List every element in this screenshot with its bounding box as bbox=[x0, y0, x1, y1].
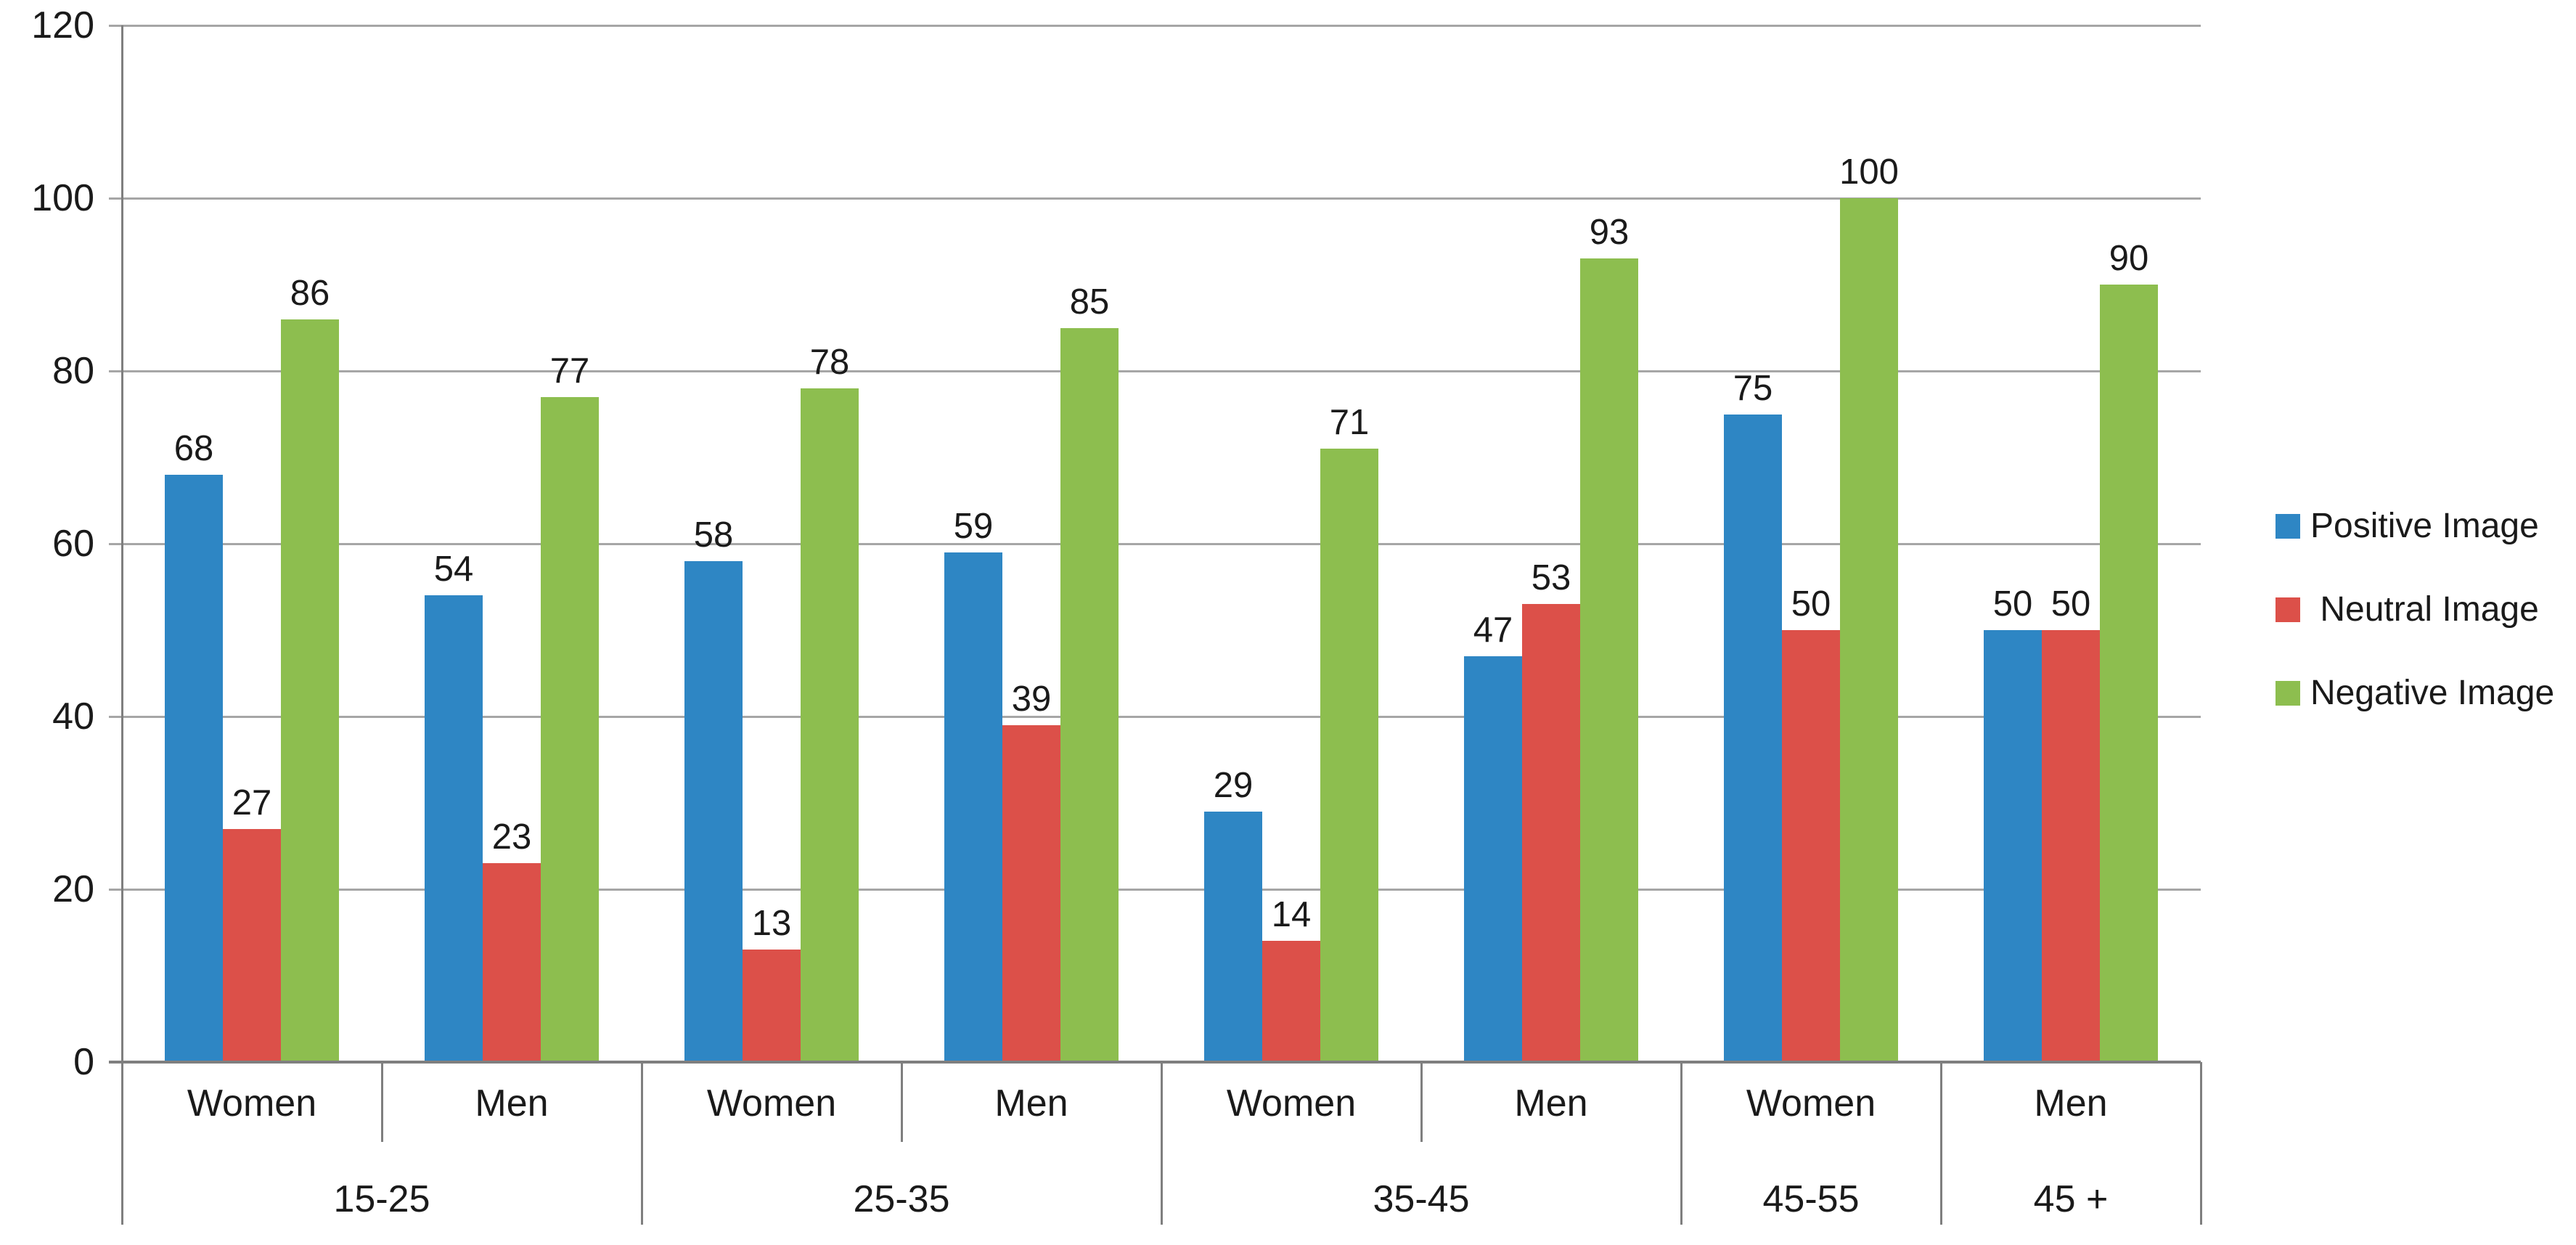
bar-positive-image bbox=[1984, 630, 2042, 1062]
bar-value-label: 23 bbox=[491, 817, 532, 857]
bar-value-label: 59 bbox=[953, 506, 994, 546]
gender-divider bbox=[1420, 1062, 1423, 1142]
bar-value-label: 93 bbox=[1589, 213, 1630, 253]
legend-label: Negative Image bbox=[2310, 674, 2555, 712]
gender-label: Women bbox=[1226, 1082, 1357, 1124]
x-axis-baseline bbox=[109, 1061, 2201, 1064]
bar-value-label: 85 bbox=[1069, 282, 1110, 322]
bar-value-label: 100 bbox=[1839, 152, 1899, 192]
y-tick-label: 100 bbox=[31, 177, 94, 219]
bar-value-label: 50 bbox=[2050, 584, 2091, 624]
bar-value-label: 77 bbox=[549, 351, 590, 391]
bar-negative-image bbox=[2100, 285, 2158, 1062]
gender-label: Women bbox=[1746, 1082, 1876, 1124]
bar-positive-image bbox=[165, 474, 223, 1062]
bar-positive-image bbox=[944, 552, 1002, 1062]
bar-neutral-image bbox=[1782, 630, 1840, 1062]
bar-neutral-image bbox=[743, 950, 801, 1062]
gender-label: Men bbox=[1514, 1082, 1588, 1124]
bar-positive-image bbox=[425, 595, 483, 1062]
bar-value-label: 71 bbox=[1329, 403, 1370, 443]
legend-item: Negative Image bbox=[2276, 673, 2554, 714]
bar-value-label: 86 bbox=[290, 273, 330, 313]
y-axis-line bbox=[121, 25, 123, 1225]
age-group-label: 25-35 bbox=[853, 1178, 950, 1220]
age-group-divider bbox=[1680, 1062, 1682, 1225]
legend-item: Neutral Image bbox=[2276, 589, 2539, 630]
gender-label: Women bbox=[706, 1082, 837, 1124]
y-gridline bbox=[109, 370, 2201, 372]
bar-negative-image bbox=[1320, 449, 1378, 1062]
bar-value-label: 75 bbox=[1733, 368, 1773, 408]
age-group-label: 15-25 bbox=[333, 1178, 430, 1220]
bar-value-label: 14 bbox=[1271, 895, 1312, 935]
age-group-label: 45 + bbox=[2033, 1178, 2109, 1220]
age-group-divider bbox=[1161, 1062, 1163, 1225]
bar-positive-image bbox=[684, 560, 743, 1062]
bar-value-label: 50 bbox=[1791, 584, 1831, 624]
bar-negative-image bbox=[1840, 198, 1898, 1062]
bar-value-label: 68 bbox=[173, 428, 214, 468]
bar-positive-image bbox=[1464, 656, 1522, 1062]
bar-value-label: 47 bbox=[1473, 610, 1513, 650]
bar-neutral-image bbox=[1522, 604, 1580, 1062]
bar-negative-image bbox=[1580, 258, 1638, 1062]
bar-value-label: 78 bbox=[809, 342, 850, 382]
y-tick-label: 20 bbox=[52, 868, 94, 910]
bar-neutral-image bbox=[483, 863, 541, 1062]
y-tick-label: 120 bbox=[31, 4, 94, 46]
legend-swatch bbox=[2276, 681, 2300, 706]
y-tick-label: 0 bbox=[73, 1041, 94, 1083]
bar-positive-image bbox=[1724, 414, 1782, 1062]
bar-value-label: 50 bbox=[1992, 584, 2033, 624]
category-right-border bbox=[2200, 1062, 2202, 1225]
bar-value-label: 54 bbox=[433, 550, 474, 589]
gender-divider bbox=[381, 1062, 383, 1142]
bar-positive-image bbox=[1204, 811, 1262, 1062]
bar-negative-image bbox=[281, 319, 339, 1062]
y-tick-label: 60 bbox=[52, 523, 94, 565]
bar-neutral-image bbox=[1002, 724, 1060, 1062]
bar-value-label: 58 bbox=[693, 515, 734, 555]
bar-value-label: 27 bbox=[232, 783, 272, 822]
bar-value-label: 90 bbox=[2109, 239, 2149, 278]
bar-neutral-image bbox=[1262, 941, 1320, 1062]
legend-label: Positive Image bbox=[2310, 507, 2539, 545]
gender-label: Men bbox=[475, 1082, 549, 1124]
age-group-label: 45-55 bbox=[1762, 1178, 1860, 1220]
legend-item: Positive Image bbox=[2276, 506, 2539, 547]
bar-value-label: 13 bbox=[751, 904, 792, 944]
y-gridline bbox=[109, 889, 2201, 891]
legend-swatch bbox=[2276, 514, 2300, 539]
legend-label: Neutral Image bbox=[2310, 590, 2539, 629]
gender-label: Women bbox=[187, 1082, 317, 1124]
y-gridline bbox=[109, 25, 2201, 27]
gender-divider bbox=[901, 1062, 903, 1142]
bar-neutral-image bbox=[2042, 630, 2100, 1062]
bar-negative-image bbox=[801, 388, 859, 1062]
age-group-divider bbox=[641, 1062, 643, 1225]
y-gridline bbox=[109, 197, 2201, 200]
age-group-divider bbox=[1940, 1062, 1942, 1225]
bar-value-label: 53 bbox=[1531, 558, 1571, 598]
bar-value-label: 29 bbox=[1213, 765, 1254, 805]
bar-value-label: 39 bbox=[1011, 679, 1052, 719]
y-tick-label: 80 bbox=[52, 350, 94, 392]
y-tick-label: 40 bbox=[52, 695, 94, 738]
bar-negative-image bbox=[541, 396, 599, 1062]
age-group-label: 35-45 bbox=[1373, 1178, 1470, 1220]
gender-label: Men bbox=[994, 1082, 1068, 1124]
bar-negative-image bbox=[1060, 327, 1119, 1062]
y-gridline bbox=[109, 716, 2201, 718]
gender-label: Men bbox=[2034, 1082, 2108, 1124]
y-gridline bbox=[109, 543, 2201, 545]
legend-swatch bbox=[2276, 597, 2300, 622]
bar-neutral-image bbox=[223, 828, 281, 1062]
